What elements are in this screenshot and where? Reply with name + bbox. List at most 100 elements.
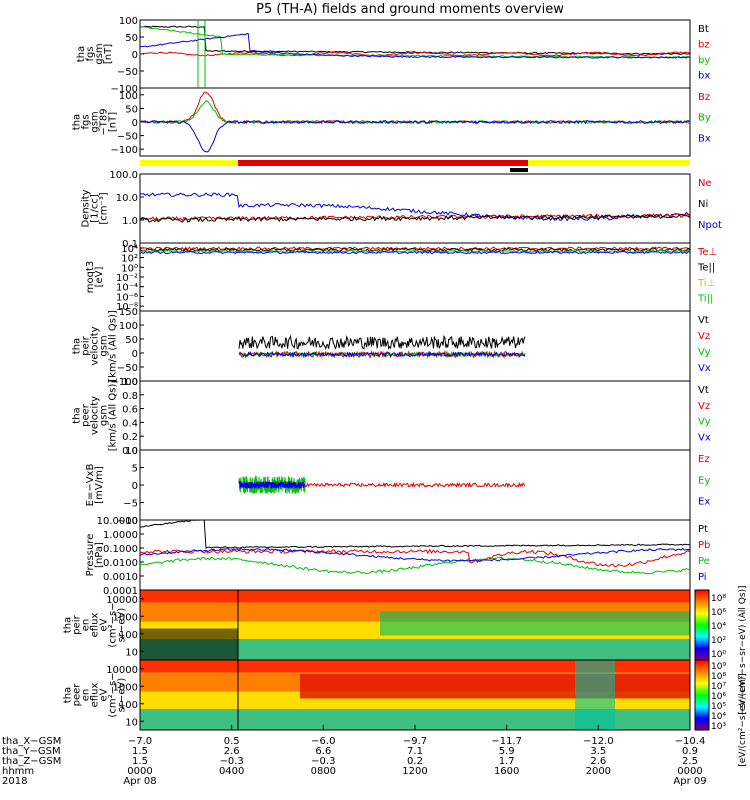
x-row-label: tha_X−GSM [2, 736, 61, 747]
series-line-Bx [139, 119, 691, 153]
legend-entry: Te|| [697, 263, 715, 274]
x-tick-label: 1600 [494, 766, 519, 777]
y-tick-label: 0.6 [122, 405, 138, 416]
series-line-by [139, 26, 691, 59]
y-tick-label: 0.1000 [103, 544, 138, 555]
y-tick-label: −50 [117, 363, 138, 374]
x-tick-label: −10.4 [675, 736, 706, 747]
x-tick-label: −6.0 [311, 736, 335, 747]
y-tick-label: 100 [119, 630, 138, 641]
legend-entry: Vx [698, 363, 711, 374]
colorbar-tick: 10⁷ [711, 682, 726, 692]
legend-entry: Vt [698, 315, 709, 326]
y-tick-label: 100.0 [109, 170, 138, 181]
y-axis-label: sr−eV) [117, 608, 128, 643]
series-line-Pb [139, 548, 691, 568]
x-tick-label: 0.2 [407, 756, 423, 767]
y-tick-label: 10⁴ [121, 244, 138, 255]
panel-10: 10000 1000 100 10 thapeerenefluxeV(cm²−s−sr−… [63, 659, 691, 731]
heatmap-noise-region [140, 628, 238, 660]
heatmap-band [380, 611, 690, 636]
y-axis-label: sr−eV) [117, 678, 128, 713]
y-axis-label: tha [72, 407, 83, 423]
year-label: 2018 [2, 776, 27, 787]
x-tick-label: 0.5 [224, 736, 240, 747]
y-tick-label: 50 [125, 335, 138, 346]
x-tick-label: 0000 [677, 766, 702, 777]
y-tick-label: 10000 [106, 665, 138, 676]
y-axis-label: [nT] [108, 112, 119, 132]
legend-entry: Vz [698, 331, 710, 342]
legend-entry: By [698, 113, 711, 124]
y-tick-label: 50 [125, 104, 138, 115]
legend-entry: Vy [698, 347, 711, 358]
legend-entry: Pe [698, 556, 710, 567]
colorbar-label: [eV/(cm²−s−sr−eV)] [738, 673, 748, 767]
series-line-Bz [139, 91, 691, 125]
colorbar-tick: 10⁸ [711, 594, 726, 604]
x-tick-label: 2000 [586, 766, 611, 777]
legend-entry: bz [698, 40, 710, 51]
y-tick-label: 100 [119, 700, 138, 711]
y-axis-label: [mV/m] [94, 466, 105, 504]
x-tick-label: 3.5 [590, 746, 606, 757]
legend-entry: by [698, 55, 710, 66]
y-tick-label: −5 [123, 499, 138, 510]
x-tick-label: −12.0 [583, 736, 614, 747]
y-tick-label: 10⁻² [116, 273, 138, 284]
series-line-Ti-perp [139, 250, 691, 255]
colorbar-tick: 10⁴ [711, 622, 726, 632]
y-axis-label: tha [72, 338, 83, 354]
y-tick-label: 0.8 [122, 391, 138, 402]
colorbar-tick: 10⁴ [711, 712, 726, 722]
y-tick-label: 5 [132, 464, 138, 475]
series-line-bz [139, 51, 691, 57]
x-row-label: hhmm [2, 766, 34, 777]
colorbar-rect [694, 589, 710, 661]
legend-entry: Bt [698, 24, 709, 35]
y-tick-label: 50 [125, 33, 138, 44]
legend-entry: Ti|| [697, 294, 713, 305]
date-start-label: Apr 08 [123, 776, 156, 787]
y-axis-label: en [81, 619, 92, 632]
x-tick-label: 1.5 [132, 756, 148, 767]
y-axis-label: eV [99, 688, 110, 701]
x-row-label: tha_Y−GSM [2, 746, 61, 757]
legend-entry: Ey [698, 475, 710, 486]
x-tick-label: 0800 [311, 766, 336, 777]
series-line-Ey [238, 475, 306, 494]
y-axis-label: (cm²−s− [108, 672, 119, 717]
series-line-Pi [139, 547, 691, 562]
legend-entry: Vt [698, 385, 709, 396]
y-tick-label: 10² [121, 254, 138, 265]
y-tick-label: 100 [119, 321, 138, 332]
y-tick-label: 0.0010 [103, 572, 138, 583]
x-tick-label: −0.3 [311, 756, 335, 767]
y-tick-label: 10.0 [116, 193, 138, 204]
heatmap-band [140, 660, 690, 673]
y-axis-label: velocity [90, 326, 101, 365]
legend-entry: Ez [698, 454, 710, 465]
y-axis-label: tha [63, 687, 74, 703]
y-tick-label: 0 [132, 118, 138, 129]
y-tick-label: 10 [125, 647, 138, 658]
y-tick-label: 0.1 [122, 239, 138, 250]
legend-entry: Ex [698, 497, 710, 508]
y-axis-label: peir [81, 335, 92, 355]
y-tick-label: 10 [125, 446, 138, 457]
x-tick-label: −7.0 [128, 736, 152, 747]
series-line-Vz [238, 349, 526, 360]
x-tick-label: 0.9 [682, 746, 698, 757]
series-line-Pe [139, 556, 691, 575]
y-axis-label: gsm [94, 43, 105, 64]
plot-title: P5 (TH-A) fields and ground moments over… [256, 2, 564, 17]
colorbar-1: 10⁸ 10⁶ 10⁴ 10² 10⁰ [694, 589, 726, 661]
colorbar-tick: 10⁹ [711, 662, 726, 672]
y-axis-label: gsm [99, 405, 110, 426]
y-tick-label: 100 [119, 16, 138, 27]
series-line-Ex [238, 480, 306, 490]
y-tick-label: −100 [111, 377, 138, 388]
x-tick-label: 6.6 [315, 746, 331, 757]
x-tick-label: 0400 [219, 766, 244, 777]
colorbar-tick: 10⁰ [711, 650, 726, 660]
